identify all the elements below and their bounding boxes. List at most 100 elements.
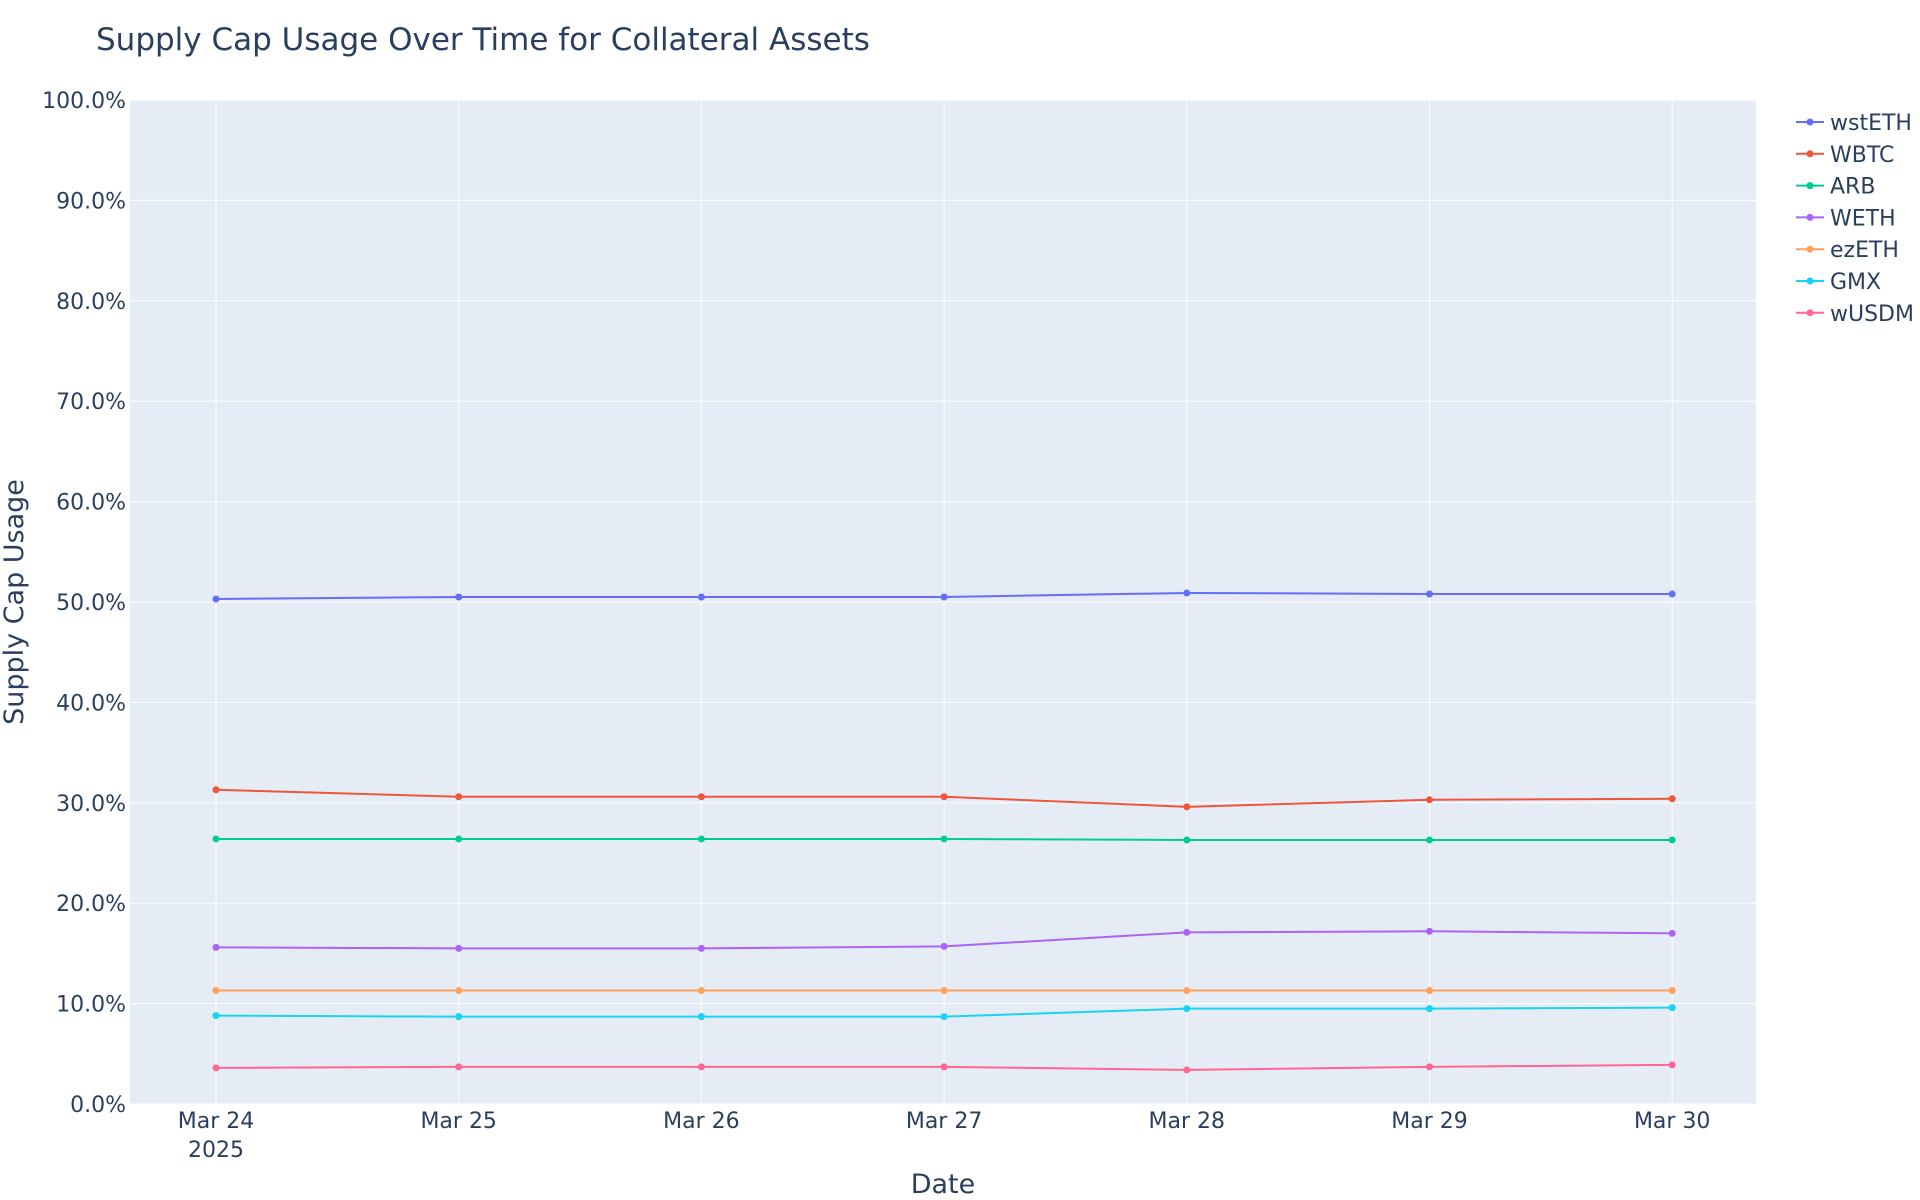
legend-item-ezeth[interactable]: ezETH xyxy=(1796,238,1899,263)
grid-lines xyxy=(130,99,1756,1105)
data-point xyxy=(1183,987,1191,995)
data-point xyxy=(697,1013,705,1021)
series-lines xyxy=(212,589,1676,1074)
data-point xyxy=(1426,927,1433,935)
y-tick-label: 40.0% xyxy=(56,691,126,716)
data-point xyxy=(1426,836,1433,844)
legend-item-wusdm[interactable]: wUSDM xyxy=(1796,302,1914,327)
x-tick-label: Mar 24 xyxy=(178,1109,255,1134)
y-tick-label: 10.0% xyxy=(56,993,126,1018)
legend-item-gmx[interactable]: GMX xyxy=(1796,270,1881,295)
data-point xyxy=(1426,590,1433,598)
y-tick-label: 60.0% xyxy=(56,491,126,516)
legend-item-wsteth[interactable]: wstETH xyxy=(1796,111,1912,136)
data-point xyxy=(455,1013,463,1021)
legend-marker xyxy=(1806,245,1814,253)
legend-label: ARB xyxy=(1830,175,1875,200)
legend-marker xyxy=(1806,309,1814,317)
chart-title: Supply Cap Usage Over Time for Collatera… xyxy=(96,22,870,58)
y-tick-label: 70.0% xyxy=(56,390,126,415)
legend-marker xyxy=(1806,277,1814,285)
x-axis-title: Date xyxy=(911,1169,976,1200)
data-point xyxy=(212,1012,220,1020)
legend[interactable]: wstETH WBTC ARB WETH ezETH GMX wUSDM xyxy=(1796,111,1914,327)
data-point xyxy=(1426,987,1433,995)
data-point xyxy=(1183,928,1191,936)
data-point xyxy=(1668,987,1676,995)
data-point xyxy=(1668,590,1676,598)
x-tick-label: Mar 29 xyxy=(1391,1109,1468,1134)
data-point xyxy=(940,1013,948,1021)
data-point xyxy=(212,835,220,843)
data-point xyxy=(1426,1063,1433,1071)
data-point xyxy=(697,835,705,843)
data-point xyxy=(1668,795,1676,803)
data-point xyxy=(455,987,463,995)
legend-marker xyxy=(1806,150,1814,158)
data-point xyxy=(455,1063,463,1071)
data-point xyxy=(455,593,463,601)
data-point xyxy=(455,793,463,801)
data-point xyxy=(1668,1061,1676,1069)
data-point xyxy=(940,835,948,843)
data-point xyxy=(1668,929,1676,937)
y-axis-title: Supply Cap Usage xyxy=(0,479,30,725)
y-tick-label: 20.0% xyxy=(56,892,126,917)
data-point xyxy=(1668,836,1676,844)
series-wbtc xyxy=(212,786,1676,811)
x-tick-label: Mar 27 xyxy=(906,1109,983,1134)
legend-label: WETH xyxy=(1830,206,1896,231)
series-wsteth xyxy=(212,589,1676,603)
x-tick-label: Mar 28 xyxy=(1149,1109,1226,1134)
series-wusdm xyxy=(212,1061,1676,1074)
data-point xyxy=(1183,589,1191,597)
series-arb xyxy=(212,835,1676,844)
data-point xyxy=(212,943,220,951)
legend-marker xyxy=(1806,182,1814,190)
data-point xyxy=(212,1064,220,1072)
data-point xyxy=(940,942,948,950)
data-point xyxy=(1426,796,1433,804)
y-axis-ticks: 0.0% 10.0% 20.0% 30.0% 40.0% 50.0% 60.0% 70.0% 8… xyxy=(42,89,126,1118)
data-point xyxy=(455,835,463,843)
data-point xyxy=(212,595,220,603)
data-point xyxy=(940,793,948,801)
data-point xyxy=(697,987,705,995)
x-tick-label: Mar 30 xyxy=(1634,1109,1711,1134)
legend-label: wUSDM xyxy=(1830,302,1914,327)
legend-marker xyxy=(1806,213,1814,221)
legend-marker xyxy=(1806,118,1814,126)
data-point xyxy=(1183,836,1191,844)
data-point xyxy=(455,944,463,952)
data-point xyxy=(1668,1004,1676,1012)
legend-label: GMX xyxy=(1830,270,1881,295)
x-year-label: 2025 xyxy=(188,1138,244,1163)
y-tick-label: 50.0% xyxy=(56,591,126,616)
series-weth xyxy=(212,927,1676,952)
data-point xyxy=(697,593,705,601)
data-point xyxy=(940,593,948,601)
data-point xyxy=(1426,1005,1433,1013)
data-point xyxy=(1183,803,1191,811)
y-tick-label: 0.0% xyxy=(70,1093,126,1118)
legend-label: ezETH xyxy=(1830,238,1899,263)
x-axis-ticks: Mar 24 Mar 25 Mar 26 Mar 27 Mar 28 Mar 29 Mar … xyxy=(178,1109,1711,1163)
data-point xyxy=(697,793,705,801)
legend-label: WBTC xyxy=(1830,143,1894,168)
legend-item-arb[interactable]: ARB xyxy=(1796,175,1875,200)
legend-label: wstETH xyxy=(1830,111,1912,136)
legend-item-wbtc[interactable]: WBTC xyxy=(1796,143,1894,168)
data-point xyxy=(940,1063,948,1071)
data-point xyxy=(1183,1005,1191,1013)
data-point xyxy=(697,944,705,952)
y-tick-label: 80.0% xyxy=(56,290,126,315)
y-tick-label: 90.0% xyxy=(56,189,126,214)
data-point xyxy=(212,786,220,794)
data-point xyxy=(212,987,220,995)
legend-item-weth[interactable]: WETH xyxy=(1796,206,1896,231)
x-tick-label: Mar 25 xyxy=(420,1109,497,1134)
series-gmx xyxy=(212,1004,1676,1021)
y-tick-label: 100.0% xyxy=(42,89,126,114)
